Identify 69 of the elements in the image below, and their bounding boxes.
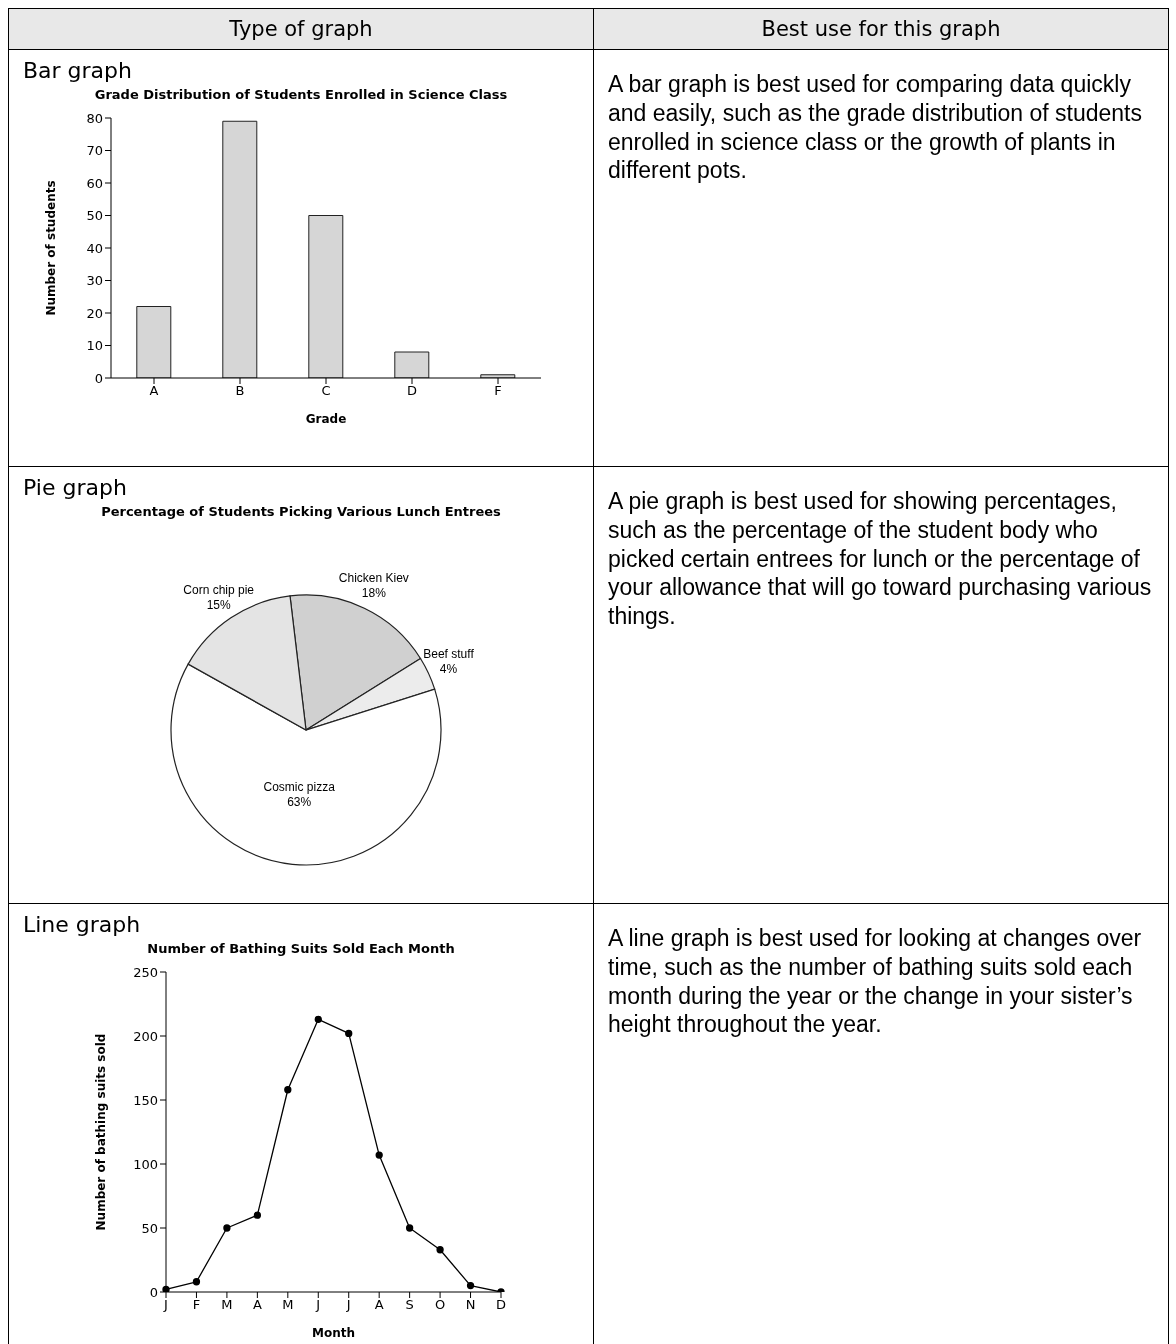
point (405, 1224, 414, 1232)
x-tick-label: C (321, 383, 331, 399)
text: Best use for this graph (593, 8, 1169, 50)
chart-title: Number of Bathing Suits Sold Each Month (146, 941, 456, 956)
point (253, 1211, 262, 1219)
y-tick-label: 70 (86, 143, 103, 159)
y-tick-label: 30 (86, 273, 103, 289)
data-label: 4% (439, 662, 458, 677)
slice-label: Cosmic pizza (263, 780, 336, 795)
bar (308, 215, 344, 378)
y-tick-label: 10 (86, 338, 103, 354)
slice-label: Chicken Kiev (338, 571, 409, 586)
x-tick-label: J (315, 1297, 321, 1313)
x-axis-title: Month (311, 1326, 356, 1340)
x-tick-label: J (163, 1297, 168, 1313)
y-axis-title: Number of bathing suits sold (94, 1033, 109, 1231)
text: Bar graph (23, 58, 133, 83)
y-tick-label: 200 (133, 1028, 158, 1044)
chart-title: Percentage of Students Picking Various Lunch Entrees (100, 504, 502, 519)
chart-title: Grade Distribution of Students Enrolled in Science Class (93, 87, 509, 102)
text: A line graph is best used for looking at changes over time, such as the number of bathing suits sold each month during the year or the change in your sister’s height throughout the year. (593, 903, 1169, 1344)
y-tick-label: 60 (86, 175, 103, 191)
point (466, 1281, 475, 1290)
y-tick-label: 250 (133, 964, 158, 980)
slice-label: Corn chip pie (183, 582, 255, 597)
x-tick-label: B (235, 383, 245, 399)
x-tick-label: F (494, 383, 502, 399)
x-tick-label: J (345, 1297, 351, 1313)
y-tick-label: 0 (94, 370, 103, 386)
point (375, 1151, 383, 1159)
x-tick-label: M (221, 1297, 233, 1313)
y-tick-label: 20 (86, 305, 103, 321)
text: Line graph (23, 912, 142, 937)
bar (222, 120, 258, 378)
y-tick-label: 150 (133, 1092, 158, 1108)
x-tick-label: M (282, 1297, 294, 1313)
x-tick-label: A (149, 383, 159, 399)
y-axis-title: Number of students (44, 180, 59, 316)
point (223, 1224, 231, 1232)
x-tick-label: D (495, 1297, 507, 1313)
text: Pie graph (23, 475, 128, 500)
y-tick-label: 80 (86, 110, 103, 126)
x-tick-label: A (374, 1297, 384, 1313)
slice-label: Beef stuff (423, 647, 475, 662)
point (284, 1086, 292, 1094)
data-label: 63% (287, 795, 312, 810)
y-tick-label: 100 (133, 1156, 158, 1172)
data-label: 15% (206, 597, 231, 612)
x-axis-title: Grade (305, 412, 347, 426)
x-tick-label: O (434, 1297, 446, 1313)
point (192, 1278, 201, 1286)
text: A pie graph is best used for showing percentages, such as the percentage of the student body who picked certain entrees for lunch or the percentage of your allowance that will go toward purchasing various things. (593, 466, 1169, 904)
point (314, 1015, 322, 1024)
x-tick-label: F (192, 1297, 201, 1313)
y-tick-label: 50 (141, 1220, 158, 1236)
y-tick-label: 0 (149, 1284, 158, 1300)
x-tick-label: D (406, 383, 418, 399)
y-tick-label: 40 (86, 240, 103, 256)
x-tick-label: S (405, 1297, 414, 1313)
data-label: 18% (361, 586, 387, 601)
text: A bar graph is best used for comparing data quickly and easily, such as the grade distribution of students enrolled in science class or the growth of plants in different pots. (593, 49, 1169, 467)
bar (394, 351, 430, 378)
x-tick-label: A (252, 1297, 262, 1313)
y-tick-label: 50 (86, 208, 103, 224)
point (436, 1246, 444, 1254)
x-tick-label: N (465, 1297, 476, 1313)
point (345, 1029, 353, 1038)
bar (136, 306, 172, 378)
text: Type of graph (8, 8, 594, 50)
